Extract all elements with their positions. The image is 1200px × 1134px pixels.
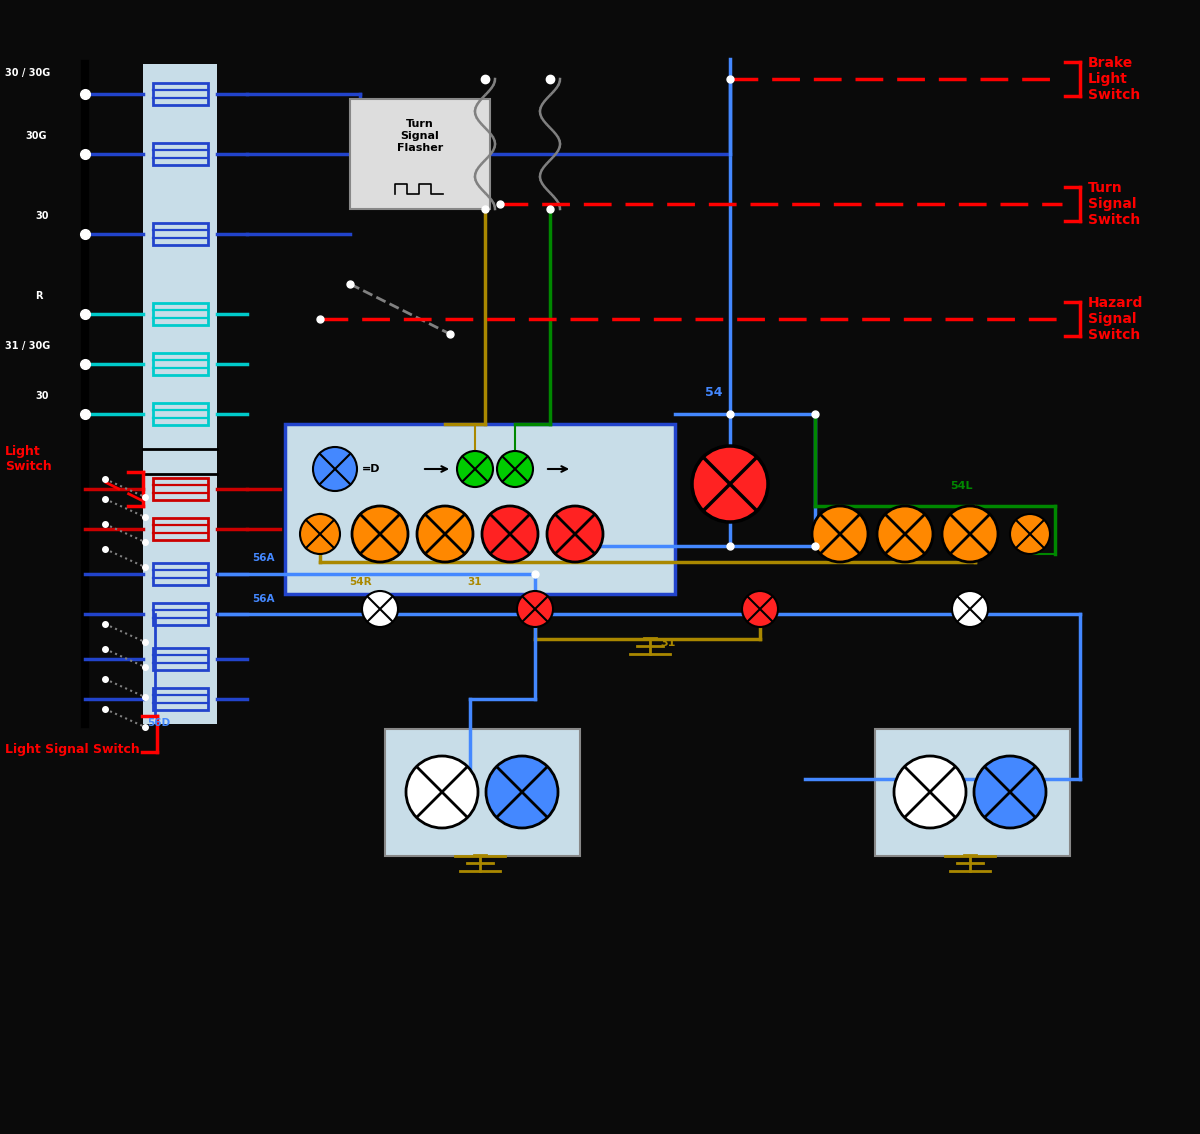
Text: 31: 31 [660,638,676,648]
Circle shape [497,451,533,486]
Circle shape [406,756,478,828]
Circle shape [300,514,340,555]
Text: 30G: 30G [25,132,47,141]
Text: 30 / 30G: 30 / 30G [5,68,50,78]
Text: 56D: 56D [148,718,170,728]
Text: 30: 30 [35,391,48,401]
Circle shape [894,756,966,828]
FancyBboxPatch shape [286,424,674,594]
Circle shape [877,506,934,562]
Text: 30: 30 [35,211,48,221]
Text: R: R [35,291,42,301]
Text: Hazard
Signal
Switch: Hazard Signal Switch [1088,296,1144,342]
Text: Light Signal Switch: Light Signal Switch [5,743,139,755]
Circle shape [362,591,398,627]
Text: Light
Switch: Light Switch [5,445,52,473]
Circle shape [812,506,868,562]
FancyBboxPatch shape [385,729,580,856]
Text: 54: 54 [706,386,722,399]
Circle shape [692,446,768,522]
Circle shape [313,447,358,491]
Circle shape [457,451,493,486]
Circle shape [352,506,408,562]
Circle shape [418,506,473,562]
Circle shape [547,506,604,562]
Circle shape [1010,514,1050,555]
Circle shape [482,506,538,562]
Text: 56A: 56A [252,553,275,562]
FancyBboxPatch shape [350,99,490,209]
Text: 56A: 56A [252,594,275,604]
Text: 31 / 30G: 31 / 30G [5,341,50,352]
Circle shape [942,506,998,562]
Text: Turn
Signal
Flasher: Turn Signal Flasher [397,119,443,153]
FancyBboxPatch shape [875,729,1070,856]
Circle shape [486,756,558,828]
Text: =D: =D [362,464,380,474]
Text: 31: 31 [468,577,482,587]
Text: 54L: 54L [950,481,972,491]
Text: Brake
Light
Switch: Brake Light Switch [1088,56,1140,102]
Circle shape [742,591,778,627]
Circle shape [974,756,1046,828]
FancyBboxPatch shape [143,64,217,723]
Text: Turn
Signal
Switch: Turn Signal Switch [1088,180,1140,227]
Circle shape [517,591,553,627]
Text: 54R: 54R [349,577,371,587]
Circle shape [952,591,988,627]
